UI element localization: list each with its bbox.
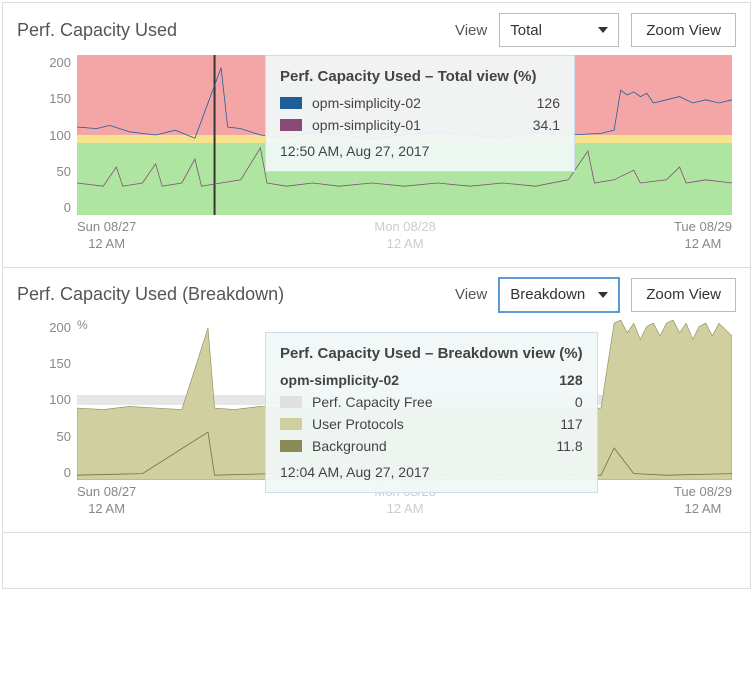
tooltip-title: Perf. Capacity Used – Breakdown view (%) [280,345,583,362]
legend-swatch [280,97,302,109]
x-tick: Sun 08/27 12 AM [77,484,136,518]
chart-area: % 200 150 100 50 0 Sun 08/27 12 AM Mon 0… [17,320,736,518]
panel-header: Perf. Capacity Used View Total Zoom View [17,13,736,47]
y-axis-labels: 200 150 100 50 0 [37,320,71,480]
tooltip-row: Perf. Capacity Free 0 [280,394,583,410]
legend-swatch [280,440,302,452]
tooltip-series-value: 11.8 [543,438,583,454]
x-tick: Sun 08/27 12 AM [77,219,136,253]
panel-title: Perf. Capacity Used (Breakdown) [17,284,443,305]
x-tick: Tue 08/29 12 AM [674,219,732,253]
view-label: View [455,286,487,303]
zoom-view-button[interactable]: Zoom View [631,13,736,47]
zoom-view-button[interactable]: Zoom View [631,278,736,312]
panel-header: Perf. Capacity Used (Breakdown) View Bre… [17,278,736,312]
tooltip-series-value: 126 [520,95,560,111]
chart-area: % 200 150 100 50 0 Sun 08/27 12 AM Mon 0… [17,55,736,253]
chart-tooltip: Perf. Capacity Used – Breakdown view (%)… [265,332,598,493]
tooltip-series-label: opm-simplicity-01 [312,117,510,133]
x-axis: Sun 08/27 12 AM Mon 08/28 12 AM Tue 08/2… [77,219,732,253]
view-select-value: Breakdown [510,286,585,303]
view-select-breakdown[interactable]: Breakdown [499,278,619,312]
panel-title: Perf. Capacity Used [17,20,443,41]
tooltip-series-value: 117 [543,416,583,432]
tooltip-subheader: opm-simplicity-02 128 [280,372,583,388]
tooltip-row: User Protocols 117 [280,416,583,432]
tooltip-row: Background 11.8 [280,438,583,454]
x-tick: Tue 08/29 12 AM [674,484,732,518]
legend-swatch [280,119,302,131]
tooltip-series-value: 34.1 [520,117,560,133]
chevron-down-icon [598,292,608,298]
legend-swatch [280,418,302,430]
panel-perf-capacity-breakdown: Perf. Capacity Used (Breakdown) View Bre… [2,268,751,533]
tooltip-series-label: Background [312,438,533,454]
y-axis-labels: 200 150 100 50 0 [37,55,71,215]
tooltip-title: Perf. Capacity Used – Total view (%) [280,68,560,85]
tooltip-series-label: opm-simplicity-02 [312,95,510,111]
tooltip-series-value: 0 [543,394,583,410]
chevron-down-icon [598,27,608,33]
chart-tooltip: Perf. Capacity Used – Total view (%) opm… [265,55,575,172]
tooltip-row: opm-simplicity-01 34.1 [280,117,560,133]
tooltip-timestamp: 12:04 AM, Aug 27, 2017 [280,464,583,480]
empty-panel [2,533,751,589]
legend-swatch [280,396,302,408]
view-select-total[interactable]: Total [499,13,619,47]
tooltip-timestamp: 12:50 AM, Aug 27, 2017 [280,143,560,159]
tooltip-series-label: Perf. Capacity Free [312,394,533,410]
view-select-value: Total [510,22,542,39]
tooltip-series-label: User Protocols [312,416,533,432]
x-tick: Mon 08/28 12 AM [374,219,435,253]
view-label: View [455,22,487,39]
panel-perf-capacity-used: Perf. Capacity Used View Total Zoom View… [2,2,751,268]
tooltip-row: opm-simplicity-02 126 [280,95,560,111]
